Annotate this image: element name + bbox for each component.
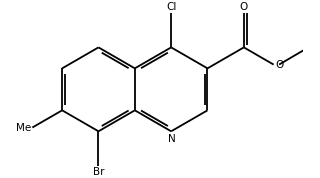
Text: O: O — [240, 2, 248, 12]
Text: Br: Br — [93, 167, 104, 177]
Text: N: N — [168, 134, 176, 144]
Text: Me: Me — [16, 122, 31, 133]
Text: O: O — [275, 60, 283, 70]
Text: Cl: Cl — [166, 2, 176, 12]
